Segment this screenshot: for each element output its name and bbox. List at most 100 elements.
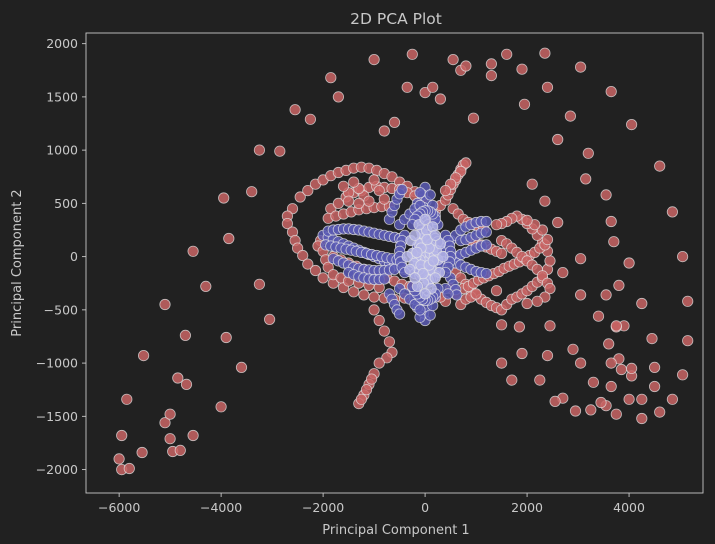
data-point: [414, 187, 426, 199]
data-point: [485, 58, 497, 70]
data-point: [516, 347, 528, 360]
data-point: [648, 361, 661, 373]
x-tick-label: −2000: [302, 500, 344, 515]
data-point: [676, 369, 689, 381]
data-point: [274, 145, 286, 157]
data-point: [666, 206, 679, 218]
data-point: [406, 48, 418, 60]
scatter-points: [113, 47, 694, 476]
data-point: [557, 266, 569, 279]
data-point: [682, 295, 694, 307]
data-point: [605, 86, 617, 98]
data-point: [574, 357, 587, 369]
data-point: [521, 297, 533, 310]
data-point: [360, 384, 373, 396]
data-point: [549, 395, 561, 407]
data-point: [368, 304, 380, 316]
chart-title: 2D PCA Plot: [350, 10, 442, 28]
data-point: [164, 408, 176, 420]
y-axis-ticks: −2000 −1500 −1000 −500 0 500 1000 1500 2000: [36, 36, 86, 477]
data-point: [536, 224, 549, 236]
data-point: [393, 308, 406, 320]
data-point: [180, 378, 193, 390]
data-point: [373, 314, 385, 327]
data-point: [615, 363, 628, 376]
data-point: [603, 338, 615, 350]
data-point: [368, 53, 380, 66]
x-tick-label: 2000: [511, 500, 543, 515]
data-point: [636, 393, 648, 405]
data-point: [434, 238, 446, 250]
y-tick-label: 0: [70, 249, 78, 264]
data-point: [253, 144, 265, 156]
data-point: [373, 185, 385, 197]
data-point: [574, 61, 587, 73]
data-point: [437, 251, 449, 263]
data-point: [513, 321, 526, 333]
data-point: [552, 216, 564, 229]
data-point: [373, 357, 385, 369]
series-2: [401, 213, 449, 300]
y-tick-label: −1500: [36, 409, 78, 424]
data-point: [495, 247, 508, 259]
y-tick-label: 1000: [46, 143, 78, 158]
data-point: [302, 185, 314, 197]
data-point: [218, 192, 230, 204]
data-point: [531, 295, 543, 307]
data-point: [595, 396, 607, 409]
data-point: [676, 251, 689, 263]
data-point: [378, 325, 390, 337]
data-point: [381, 352, 393, 364]
data-point: [506, 374, 518, 386]
data-point: [567, 343, 579, 355]
data-point: [281, 218, 293, 230]
x-tick-label: 0: [421, 500, 429, 515]
data-point: [467, 112, 480, 124]
data-point: [541, 234, 554, 246]
data-point: [332, 91, 344, 103]
data-point: [648, 380, 661, 393]
data-point: [396, 183, 408, 196]
data-point: [636, 297, 648, 310]
data-point: [187, 429, 199, 442]
data-point: [574, 289, 587, 301]
data-point: [526, 178, 538, 190]
data-point: [424, 189, 436, 201]
data-point: [427, 255, 439, 267]
data-point: [223, 232, 235, 245]
data-point: [544, 255, 556, 267]
data-point: [409, 272, 421, 284]
data-point: [348, 176, 360, 188]
data-point: [485, 70, 497, 82]
data-point: [518, 98, 531, 110]
data-point: [460, 157, 472, 169]
data-point: [564, 110, 577, 122]
data-point: [353, 197, 365, 209]
data-point: [138, 349, 150, 362]
data-point: [355, 393, 367, 405]
data-point: [544, 320, 556, 332]
data-point: [386, 171, 398, 183]
data-point: [429, 229, 441, 241]
series-0: [113, 47, 694, 476]
data-point: [215, 401, 227, 413]
y-tick-label: −1000: [36, 356, 78, 371]
data-point: [585, 404, 597, 416]
data-point: [470, 288, 482, 300]
data-point: [159, 417, 171, 429]
data-point: [541, 349, 554, 362]
data-point: [368, 291, 380, 303]
data-point: [383, 336, 395, 348]
data-point: [521, 214, 533, 226]
data-point: [220, 331, 232, 344]
data-point: [378, 125, 390, 137]
data-point: [654, 406, 666, 418]
data-point: [121, 393, 133, 405]
data-point: [490, 285, 503, 297]
y-axis-title: Principal Component 2: [10, 189, 25, 336]
data-point: [172, 372, 184, 384]
data-point: [179, 329, 191, 341]
data-point: [490, 219, 503, 231]
data-point: [541, 81, 554, 93]
data-point: [136, 446, 148, 459]
